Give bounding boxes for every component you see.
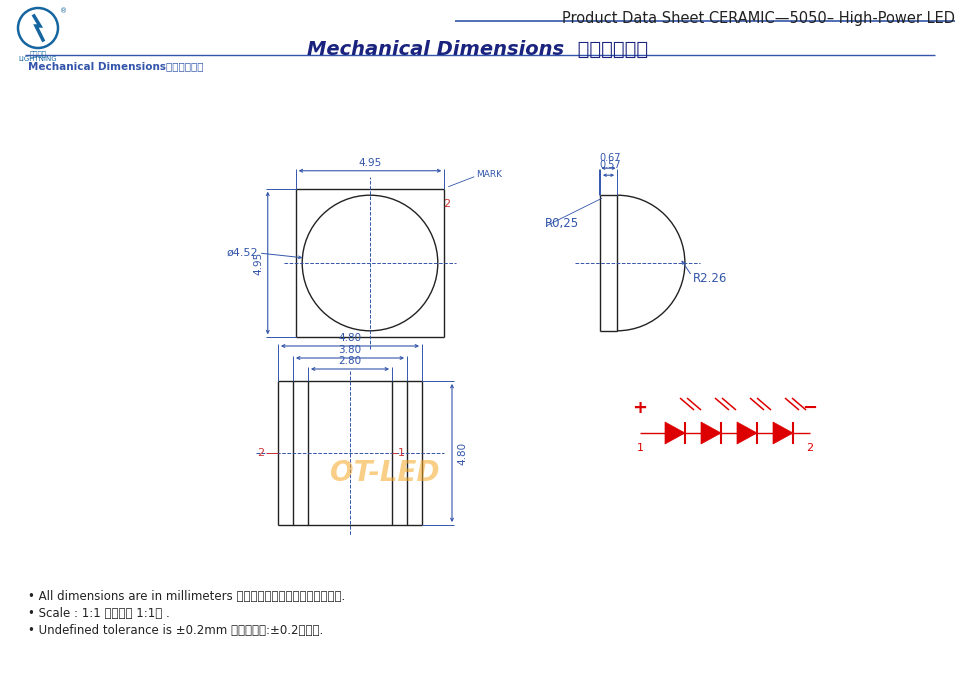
Text: 3.80: 3.80 <box>339 345 362 355</box>
Text: ø4.52: ø4.52 <box>226 248 257 258</box>
Text: R2.26: R2.26 <box>693 272 727 285</box>
Text: 2: 2 <box>443 199 450 209</box>
Text: MARK: MARK <box>477 170 502 179</box>
Text: OT-LED: OT-LED <box>330 459 440 487</box>
Text: 2: 2 <box>256 448 264 458</box>
Text: −: − <box>802 399 817 417</box>
Text: Mechanical Dimensions（产品尺寸）: Mechanical Dimensions（产品尺寸） <box>28 61 204 71</box>
Text: 4.95: 4.95 <box>254 251 264 275</box>
Text: 4.80: 4.80 <box>457 441 467 464</box>
Text: Mechanical Dimensions  （产品尺寸）: Mechanical Dimensions （产品尺寸） <box>307 40 649 59</box>
Polygon shape <box>737 422 757 444</box>
Text: 2.80: 2.80 <box>339 356 362 366</box>
Text: 4.95: 4.95 <box>358 158 382 168</box>
Text: 4.80: 4.80 <box>339 333 362 343</box>
Polygon shape <box>701 422 721 444</box>
Text: R0,25: R0,25 <box>545 217 579 229</box>
Text: • All dimensions are in millimeters （图中所有尺寸均以毫米为单位）.: • All dimensions are in millimeters （图中所… <box>28 590 345 603</box>
Polygon shape <box>773 422 793 444</box>
Text: +: + <box>633 399 648 417</box>
Text: 0.57: 0.57 <box>600 161 621 170</box>
Text: • Undefined tolerance is ±0.2mm （尺寸公差:±0.2毫米）.: • Undefined tolerance is ±0.2mm （尺寸公差:±0… <box>28 624 323 637</box>
Text: Product Data Sheet CERAMIC—5050– High-Power LED: Product Data Sheet CERAMIC—5050– High-Po… <box>562 11 955 26</box>
Text: • Scale : 1:1 （比例： 1:1） .: • Scale : 1:1 （比例： 1:1） . <box>28 607 169 620</box>
Text: 0.67: 0.67 <box>600 153 621 163</box>
Text: 1: 1 <box>398 448 405 458</box>
Text: ®: ® <box>60 8 67 14</box>
Text: LIGHTNING: LIGHTNING <box>19 56 57 62</box>
Polygon shape <box>665 422 685 444</box>
Text: 1: 1 <box>636 443 643 453</box>
Text: 2: 2 <box>807 443 813 453</box>
Text: 天电光电: 天电光电 <box>30 50 47 57</box>
